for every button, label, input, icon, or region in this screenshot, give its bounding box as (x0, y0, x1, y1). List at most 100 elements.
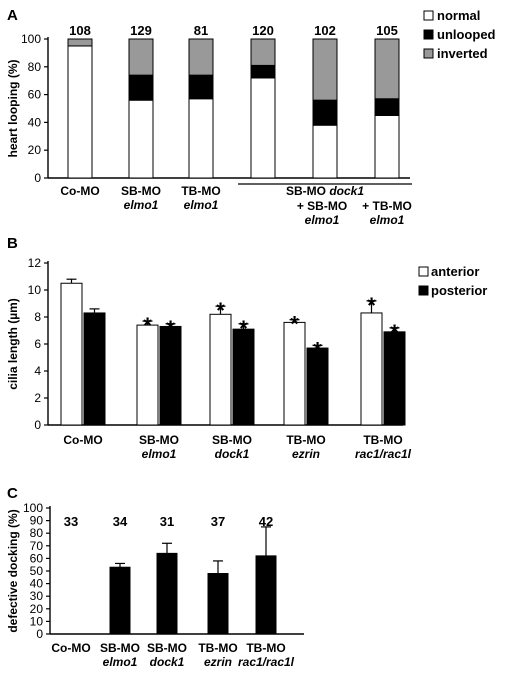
bar-segment-unlooped (374, 98, 400, 116)
panel-label-b: B (7, 235, 18, 252)
x-tick-label: TB-MO (181, 184, 220, 198)
x-tick-label: elmo1 (142, 447, 177, 461)
bar-anterior (283, 321, 306, 426)
y-tick-label: 60 (30, 551, 44, 565)
bar-segment-inverted (67, 38, 93, 47)
y-axis-label: defective docking (%) (6, 509, 20, 632)
significance-marker: * (290, 312, 299, 337)
n-label: 102 (314, 23, 336, 38)
y-tick-label: 8 (34, 310, 41, 324)
bar-anterior (60, 282, 83, 426)
y-tick-label: 40 (28, 115, 42, 129)
bar-segment-inverted (188, 38, 214, 76)
bar-segment-normal (250, 77, 276, 179)
bar-posterior (83, 312, 106, 426)
y-tick-label: 80 (30, 526, 44, 540)
n-label: 120 (252, 23, 274, 38)
x-tick-label: Co-MO (60, 184, 99, 198)
y-tick-label: 4 (34, 364, 41, 378)
y-tick-label: 80 (28, 60, 42, 74)
legend-swatch-normal (423, 10, 434, 21)
y-tick-label: 30 (30, 589, 44, 603)
legend-label-posterior: posterior (431, 283, 487, 298)
bar-segment-inverted (128, 38, 154, 76)
bar-posterior (383, 331, 406, 426)
bar-segment-normal (67, 45, 93, 179)
x-tick-label: elmo1 (370, 213, 405, 227)
x-tick-label: TB-MO (198, 641, 237, 655)
bar-anterior (209, 313, 232, 426)
y-axis-label: cilia length (µm) (6, 298, 20, 390)
bar (109, 566, 131, 635)
y-tick-label: 90 (30, 514, 44, 528)
x-tick-label: rac1/rac1l (238, 655, 295, 669)
x-tick-label: elmo1 (124, 198, 159, 212)
x-tick-label: elmo1 (305, 213, 340, 227)
bar (255, 555, 277, 635)
group-label: SB-MO dock1 (286, 184, 364, 198)
x-tick-label: elmo1 (103, 655, 138, 669)
x-tick-label: dock1 (215, 447, 250, 461)
bar-anterior (360, 312, 383, 426)
x-tick-label: TB-MO (286, 433, 325, 447)
y-tick-label: 20 (28, 143, 42, 157)
n-label: 129 (130, 23, 152, 38)
n-label: 108 (69, 23, 91, 38)
bar-segment-unlooped (250, 64, 276, 79)
x-tick-label: + TB-MO (362, 199, 412, 213)
y-tick-label: 0 (36, 627, 43, 641)
x-tick-label: elmo1 (184, 198, 219, 212)
y-tick-label: 0 (34, 171, 41, 185)
bar-segment-unlooped (188, 74, 214, 100)
legend-label-anterior: anterior (431, 264, 479, 279)
legend-swatch-anterior (418, 266, 429, 277)
significance-marker: * (216, 298, 225, 323)
significance-marker: * (390, 320, 399, 345)
y-tick-label: 20 (30, 602, 44, 616)
legend-label-inverted: inverted (437, 46, 488, 61)
panel-label-a: A (7, 7, 18, 24)
n-label: 34 (113, 514, 128, 529)
y-tick-label: 60 (28, 88, 42, 102)
y-tick-label: 10 (30, 614, 44, 628)
y-tick-label: 2 (34, 391, 41, 405)
bar-segment-normal (312, 124, 338, 179)
x-tick-label: TB-MO (246, 641, 285, 655)
y-tick-label: 40 (30, 577, 44, 591)
significance-marker: * (166, 316, 175, 341)
legend-label-normal: normal (437, 8, 480, 23)
n-label: 33 (64, 514, 78, 529)
y-tick-label: 100 (21, 32, 41, 46)
n-label: 81 (194, 23, 208, 38)
x-tick-label: SB-MO (100, 641, 140, 655)
legend-swatch-unlooped (423, 29, 434, 40)
x-tick-label: dock1 (150, 655, 185, 669)
legend-swatch-inverted (423, 48, 434, 59)
x-tick-label: SB-MO (139, 433, 179, 447)
y-tick-label: 10 (28, 283, 42, 297)
bar-segment-inverted (312, 38, 338, 101)
legend-label-unlooped: unlooped (437, 27, 496, 42)
significance-marker: * (143, 313, 152, 338)
bar (156, 552, 178, 635)
bar-posterior (232, 328, 255, 426)
bar-segment-normal (188, 98, 214, 179)
y-tick-label: 100 (23, 501, 43, 515)
significance-marker: * (313, 337, 322, 362)
bar-segment-normal (128, 99, 154, 179)
bar (207, 573, 229, 635)
x-tick-label: Co-MO (63, 433, 102, 447)
x-tick-label: SB-MO (147, 641, 187, 655)
bar-segment-unlooped (128, 74, 154, 101)
x-tick-label: SB-MO (212, 433, 252, 447)
bar-anterior (136, 324, 159, 426)
y-tick-label: 0 (34, 418, 41, 432)
y-tick-label: 6 (34, 337, 41, 351)
bar-segment-unlooped (312, 99, 338, 126)
bar-segment-inverted (250, 38, 276, 66)
bar-segment-normal (374, 114, 400, 179)
n-label: 42 (259, 514, 273, 529)
significance-marker: * (367, 293, 376, 318)
n-label: 105 (376, 23, 398, 38)
